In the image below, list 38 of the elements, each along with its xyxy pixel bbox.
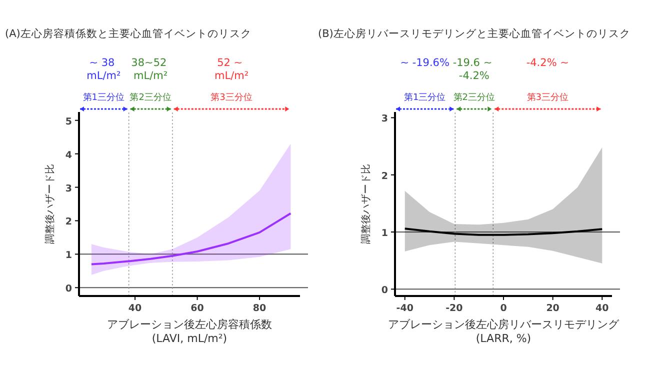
text: 第3三分位 — [210, 92, 252, 103]
text: 第2三分位 — [453, 92, 496, 103]
line-series — [404, 228, 604, 236]
y-tick-label: 0 — [381, 285, 388, 296]
x-tick-label: 40 — [128, 303, 142, 314]
x-axis-title: アブレーション後左心房リバースリモデリング (LARR, %) — [388, 318, 620, 345]
text: -4.2% ~ — [526, 57, 569, 69]
chart-title: (A)左心房容積係数と主要心血管イベントのリスク — [5, 27, 252, 40]
y-tick-label: 4 — [65, 150, 72, 161]
x-tick-label: 40 — [596, 303, 610, 314]
y-tick-label: 5 — [65, 116, 72, 128]
x-tick-label: 0 — [500, 303, 508, 314]
text: 第2三分位 — [130, 92, 172, 103]
text: 52 ~ mL/m² — [214, 57, 249, 82]
y-tick-label: 2 — [381, 170, 388, 182]
x-tick-label: -40 — [396, 303, 414, 314]
text: 第1三分位 — [404, 92, 446, 103]
text: ~ 38 mL/m² — [86, 57, 121, 82]
line-series — [90, 212, 292, 266]
text: 38~52 mL/m² — [131, 57, 170, 82]
text: 第3三分位 — [526, 92, 569, 103]
y-axis-title: 調整後ハザード比 — [44, 164, 56, 244]
y-tick-label: 3 — [381, 114, 388, 125]
y-tick-label: 0 — [65, 284, 72, 295]
x-axis-title: アブレーション後左心房容積係数 (LAVI, mL/m²) — [107, 318, 272, 345]
x-tick-label: 60 — [190, 303, 204, 314]
x-tick-label: 80 — [252, 303, 267, 314]
text: -19.6 ~ -4.2% — [452, 57, 496, 82]
y-tick-label: 2 — [65, 216, 72, 228]
text: 第1三分位 — [82, 92, 125, 103]
y-tick-label: 1 — [381, 228, 388, 239]
y-axis-title: 調整後ハザード比 — [360, 164, 372, 244]
text: ~ -19.6% — [400, 57, 450, 69]
chart-title: (B)左心房リバースリモデリングと主要心血管イベントのリスク — [318, 27, 630, 40]
x-tick-label: -20 — [446, 303, 464, 314]
y-tick-label: 3 — [65, 183, 72, 194]
x-tick-label: 20 — [546, 303, 560, 314]
y-tick-label: 1 — [65, 250, 72, 262]
